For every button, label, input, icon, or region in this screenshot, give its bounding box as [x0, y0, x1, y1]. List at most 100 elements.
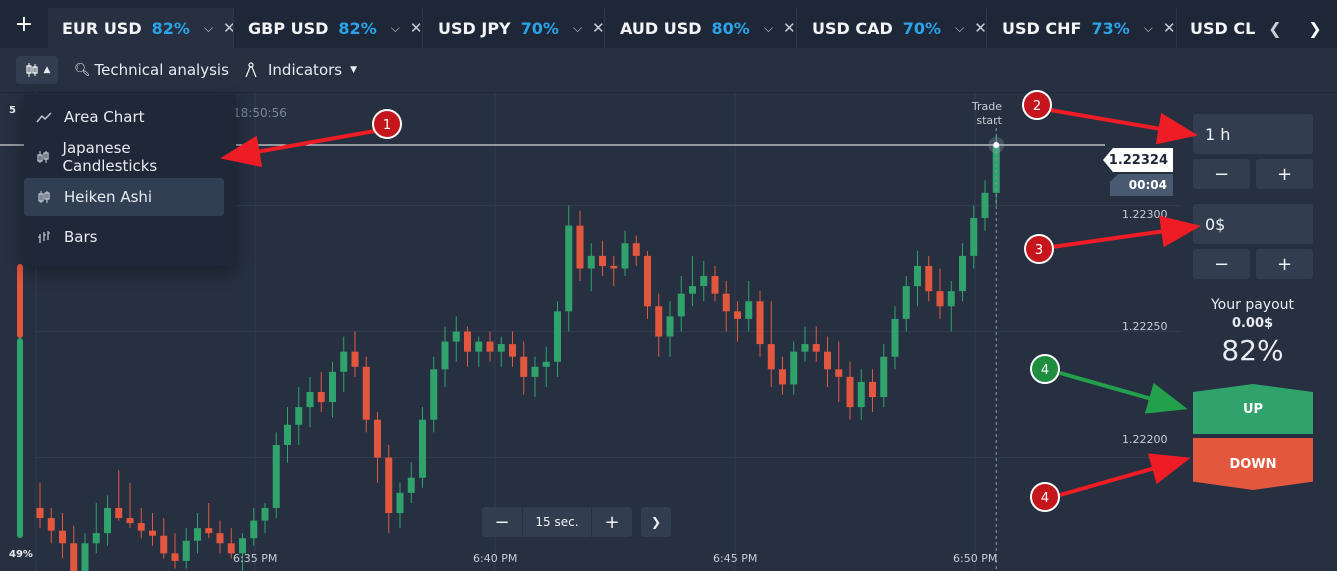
- candle-body: [171, 553, 179, 561]
- tab-usd-chf[interactable]: USD CHF 73% ⌵ ✕: [988, 8, 1176, 48]
- candlestick-icon: [24, 150, 63, 164]
- tab-payout: 70%: [902, 18, 942, 38]
- candle-body: [542, 361, 550, 367]
- candle-body: [970, 218, 978, 256]
- candle-body: [272, 444, 280, 508]
- menu-item-heiken-ashi[interactable]: Heiken Ashi: [24, 178, 224, 216]
- time-plus-button[interactable]: +: [1256, 159, 1313, 189]
- candle-body: [722, 293, 730, 312]
- tab-gbp-usd[interactable]: GBP USD 82% ⌵ ✕: [234, 8, 422, 48]
- tab-payout: 82%: [151, 18, 190, 38]
- chevron-down-icon[interactable]: ⌵: [955, 20, 965, 35]
- candle-body: [632, 243, 640, 256]
- menu-item-japanese-candlesticks[interactable]: Japanese Candlesticks: [24, 138, 224, 176]
- candle-body: [317, 392, 325, 403]
- tabs-scroll-right-button[interactable]: ❯: [1296, 8, 1334, 48]
- technical-analysis-button[interactable]: 🔍︎ Technical analysis: [74, 56, 229, 84]
- candle-body: [801, 344, 809, 352]
- candle-body: [520, 356, 528, 377]
- tab-divider: [233, 8, 234, 48]
- chevron-down-icon[interactable]: ⌵: [1143, 20, 1153, 35]
- tab-usd-jpy[interactable]: USD JPY 70% ⌵ ✕: [424, 8, 605, 48]
- close-icon[interactable]: ✕: [409, 19, 423, 37]
- candle-body: [554, 311, 561, 362]
- tab-symbol: USD CHF: [1002, 18, 1082, 38]
- tab-symbol: USD CAD: [812, 18, 893, 38]
- time-minus-button[interactable]: −: [1193, 159, 1250, 189]
- candle-body: [137, 523, 145, 531]
- heiken-ashi-icon: [24, 190, 64, 204]
- tab-eur-usd[interactable]: EUR USD 82% ⌵ ✕: [48, 8, 236, 48]
- candlestick-chart[interactable]: [0, 92, 1180, 571]
- tab-symbol: EUR USD: [62, 18, 142, 38]
- candle-body: [464, 331, 471, 352]
- candle-body: [70, 543, 78, 571]
- close-icon[interactable]: ✕: [592, 19, 605, 37]
- tab-divider: [796, 8, 797, 48]
- trade-start-label: Trade start: [960, 100, 1002, 128]
- indicators-button[interactable]: Indicators ▼: [244, 56, 357, 84]
- y-tick: 1.22300: [1122, 208, 1168, 221]
- amount-plus-button[interactable]: +: [1256, 249, 1313, 279]
- down-button[interactable]: DOWN: [1193, 438, 1313, 490]
- zoom-in-button[interactable]: +: [592, 507, 632, 537]
- amount-field[interactable]: 0$: [1193, 204, 1313, 244]
- candle-body: [711, 276, 719, 294]
- candles: [36, 134, 1000, 571]
- tab-payout: 73%: [1091, 18, 1130, 38]
- amount-minus-button[interactable]: −: [1193, 249, 1250, 279]
- candle-body: [329, 371, 336, 403]
- up-button[interactable]: UP: [1193, 384, 1313, 434]
- candle-body: [306, 392, 314, 408]
- candle-body: [666, 316, 674, 337]
- candle-body: [475, 341, 483, 352]
- candle-body: [992, 144, 1000, 193]
- tab-divider: [422, 8, 423, 48]
- price-chart[interactable]: 5 49% 18:50:56 Trade start 1.22324 00:04…: [0, 92, 1180, 571]
- candle-body: [779, 369, 786, 385]
- candle-body: [790, 351, 798, 385]
- tab-divider: [986, 8, 987, 48]
- tab-aud-usd[interactable]: AUD USD 80% ⌵ ✕: [606, 8, 796, 48]
- candle-body: [385, 457, 393, 514]
- left-scale-label: 5: [9, 105, 16, 116]
- expiry-time-value: 1 h: [1205, 124, 1231, 144]
- zoom-level: 15 sec.: [523, 507, 591, 537]
- candle-body: [160, 535, 168, 554]
- chart-type-button[interactable]: ▲: [16, 56, 58, 84]
- minus-icon: −: [1213, 163, 1230, 185]
- current-price-dot: [993, 141, 1000, 148]
- close-icon[interactable]: ✕: [1162, 19, 1176, 37]
- chart-grid: [35, 92, 1180, 571]
- candle-body: [902, 286, 910, 319]
- candle-body: [104, 507, 111, 534]
- tab-symbol: AUD USD: [620, 18, 702, 38]
- x-tick: 6:40 PM: [473, 552, 518, 565]
- minus-icon: −: [1213, 253, 1230, 275]
- candle-body: [374, 419, 381, 458]
- chevron-right-icon: ❯: [1308, 18, 1322, 38]
- x-tick: 6:45 PM: [713, 552, 758, 565]
- tabs-scroll-left-button[interactable]: ❮: [1256, 8, 1294, 48]
- chevron-down-icon[interactable]: ⌵: [390, 20, 400, 35]
- indicators-label: Indicators: [268, 61, 343, 79]
- candle-body: [610, 265, 618, 269]
- close-icon[interactable]: ✕: [782, 19, 796, 37]
- trade-start-line1: Trade: [971, 100, 1002, 113]
- candle-body: [284, 424, 291, 445]
- scroll-to-now-button[interactable]: ❯: [641, 507, 671, 537]
- chevron-down-icon[interactable]: ⌵: [203, 20, 214, 35]
- close-icon[interactable]: ✕: [974, 19, 987, 37]
- chevron-down-icon[interactable]: ⌵: [763, 20, 773, 35]
- expiry-time-field[interactable]: 1 h: [1193, 114, 1313, 154]
- zoom-out-button[interactable]: −: [482, 507, 522, 537]
- add-tab-button[interactable]: +: [0, 0, 48, 48]
- menu-item-area-chart[interactable]: Area Chart: [24, 98, 224, 136]
- tab-usd-clp[interactable]: USD CLP: [1176, 8, 1260, 48]
- chevron-down-icon[interactable]: ⌵: [572, 20, 583, 35]
- close-icon[interactable]: ✕: [223, 19, 236, 37]
- menu-item-bars[interactable]: Bars: [24, 218, 224, 256]
- menu-item-label: Bars: [64, 228, 98, 246]
- tab-divider: [1176, 8, 1177, 48]
- tab-usd-cad[interactable]: USD CAD 70% ⌵ ✕: [798, 8, 987, 48]
